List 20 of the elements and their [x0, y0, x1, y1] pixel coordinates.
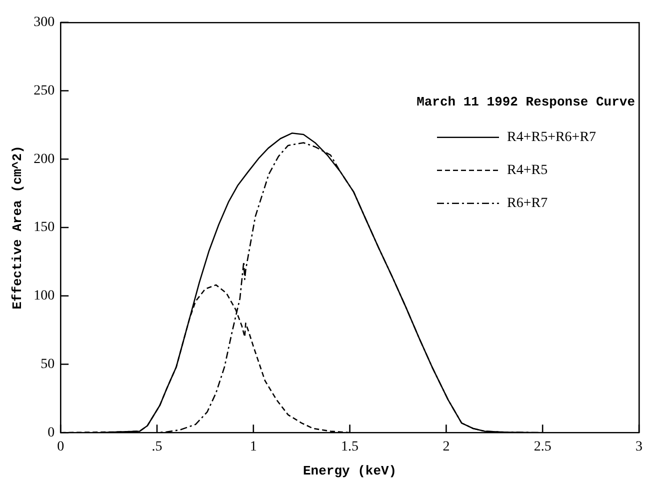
x-tick-label: 0 [57, 440, 64, 455]
legend-label: R4+R5+R6+R7 [507, 130, 596, 146]
y-tick-label: 50 [40, 356, 55, 372]
x-tick-label: 2.5 [534, 440, 552, 455]
x-tick-label: 1.5 [341, 440, 359, 455]
legend-title: March 11 1992 Response Curve [416, 94, 636, 110]
x-tick-label: 3 [636, 440, 642, 455]
legend-label: R6+R7 [507, 196, 548, 212]
y-tick-label: 200 [34, 152, 55, 167]
legend-label: R4+R5 [507, 163, 548, 178]
y-axis-title: Effective Area (cm^2) [10, 146, 26, 310]
y-tick-label: 0 [48, 425, 55, 440]
y-tick-label: 100 [34, 288, 55, 304]
y-tick-label: 300 [34, 15, 55, 30]
y-tick-label: 150 [34, 220, 55, 236]
y-tick-label: 250 [34, 83, 55, 98]
x-tick-label: 1 [250, 440, 257, 455]
x-tick-label: 2 [442, 440, 450, 455]
x-tick-label: .5 [152, 440, 162, 455]
x-axis-title: Energy (keV) [302, 463, 397, 478]
